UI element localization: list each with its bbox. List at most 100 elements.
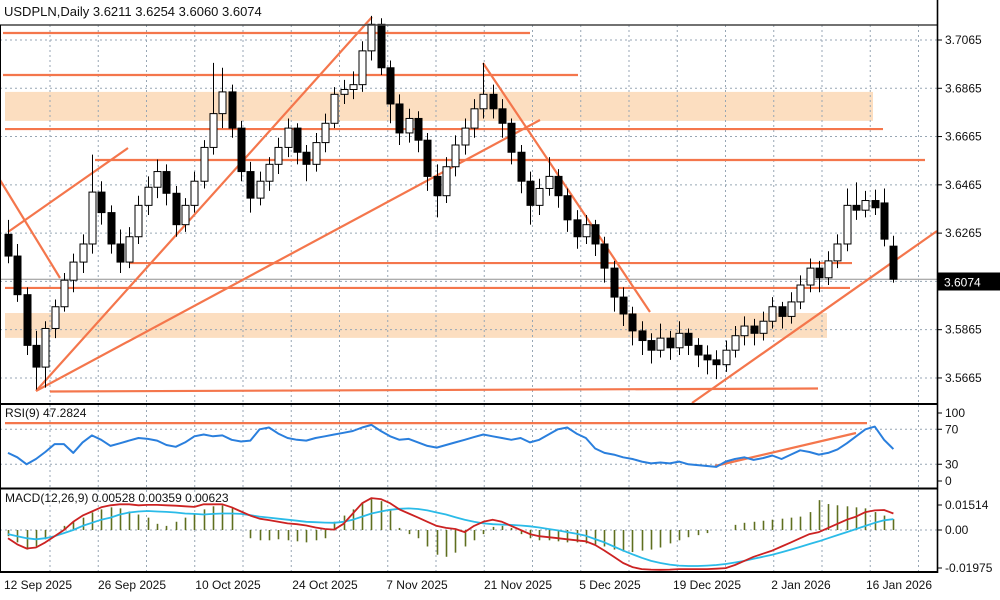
macd-cyan-line [7,507,894,567]
candle [377,18,386,76]
candle [591,219,600,257]
price-band [5,313,827,338]
candle [340,79,349,104]
candle [722,340,731,372]
candle [218,67,227,129]
chart-title: USDPLN,Daily 3.6211 3.6254 3.6060 3.6074 [4,4,262,19]
candle [442,157,451,203]
support-resistance-bands [5,91,873,338]
candle [144,176,153,216]
candle [526,171,535,225]
candle [806,258,815,293]
candle [200,140,209,189]
candle [302,145,311,182]
candle [284,118,293,158]
candle [181,198,190,232]
candle [740,316,749,346]
macd-axis-label: -0.01975 [945,561,993,575]
macd-red-line [7,497,894,571]
candle [367,15,376,61]
price-axis-label: 3.7065 [945,33,982,47]
candle [815,260,824,293]
date-axis-label: 10 Oct 2025 [195,578,261,592]
price-axis-label: 3.6265 [945,226,982,240]
candle [712,350,721,380]
price-axis-label: 3.5865 [945,323,982,337]
current-price-badge-text: 3.6074 [944,276,981,290]
candle [358,41,367,92]
candle [507,118,516,165]
rsi-panel[interactable] [5,422,895,468]
candle [880,188,889,247]
candle [684,328,693,356]
candle [638,321,647,356]
candle [274,137,283,174]
candle [237,120,246,182]
candle [768,297,777,329]
candle [517,145,526,194]
candle [675,321,684,356]
candle [796,275,805,310]
date-axis-label: 16 Jan 2026 [866,578,932,592]
candle [209,62,218,155]
candle [228,84,237,138]
candle [116,229,125,273]
candle [190,171,199,213]
candle [600,236,609,283]
date-axis-label: 26 Sep 2025 [98,578,166,592]
candle [731,326,740,358]
candle [489,84,498,119]
trendline [49,387,819,393]
candle [750,318,759,346]
candle [451,135,460,177]
candle [889,235,898,283]
candle [88,154,97,254]
price-axis-label: 3.6665 [945,130,982,144]
candle [787,292,796,324]
price-axis-label: 3.6865 [945,81,982,95]
candle [97,181,106,225]
candle [545,157,554,196]
candle [386,60,395,124]
candle [330,87,339,129]
macd-axis-label: 0.00 [945,523,969,537]
price-axis-label: 3.6465 [945,178,982,192]
candle [107,205,116,254]
rsi-axis-label: 100 [945,406,965,420]
candle [125,227,134,269]
candle [470,99,479,138]
candle [60,272,69,312]
candle [861,190,870,218]
current-price-badge: 3.6074 [938,272,1000,291]
price-axis-label: 3.5665 [945,371,982,385]
candle [395,94,404,146]
candle [535,178,544,216]
date-axis-label: 2 Jan 2026 [771,578,831,592]
candle [833,234,842,269]
candle [703,345,712,375]
candle [246,161,255,213]
candle [852,182,861,220]
candle [619,287,628,327]
candle [824,251,833,286]
candle [461,118,470,155]
trendline [35,16,373,392]
price-band [5,91,873,121]
candle [554,169,563,208]
date-axis-label: 21 Nov 2025 [484,578,552,592]
candle [405,108,414,143]
macd-panel[interactable] [7,497,895,571]
candle [563,188,572,232]
candle [778,301,787,329]
candle [51,299,60,339]
candle [759,311,768,341]
rsi-line [7,423,895,468]
rsi-axis-label: 70 [945,422,959,436]
candle [423,132,432,191]
candle [582,215,591,244]
macd-axis-label: 0.01514 [945,498,989,512]
candle [610,260,619,312]
horizontal-levels[interactable] [3,31,925,290]
